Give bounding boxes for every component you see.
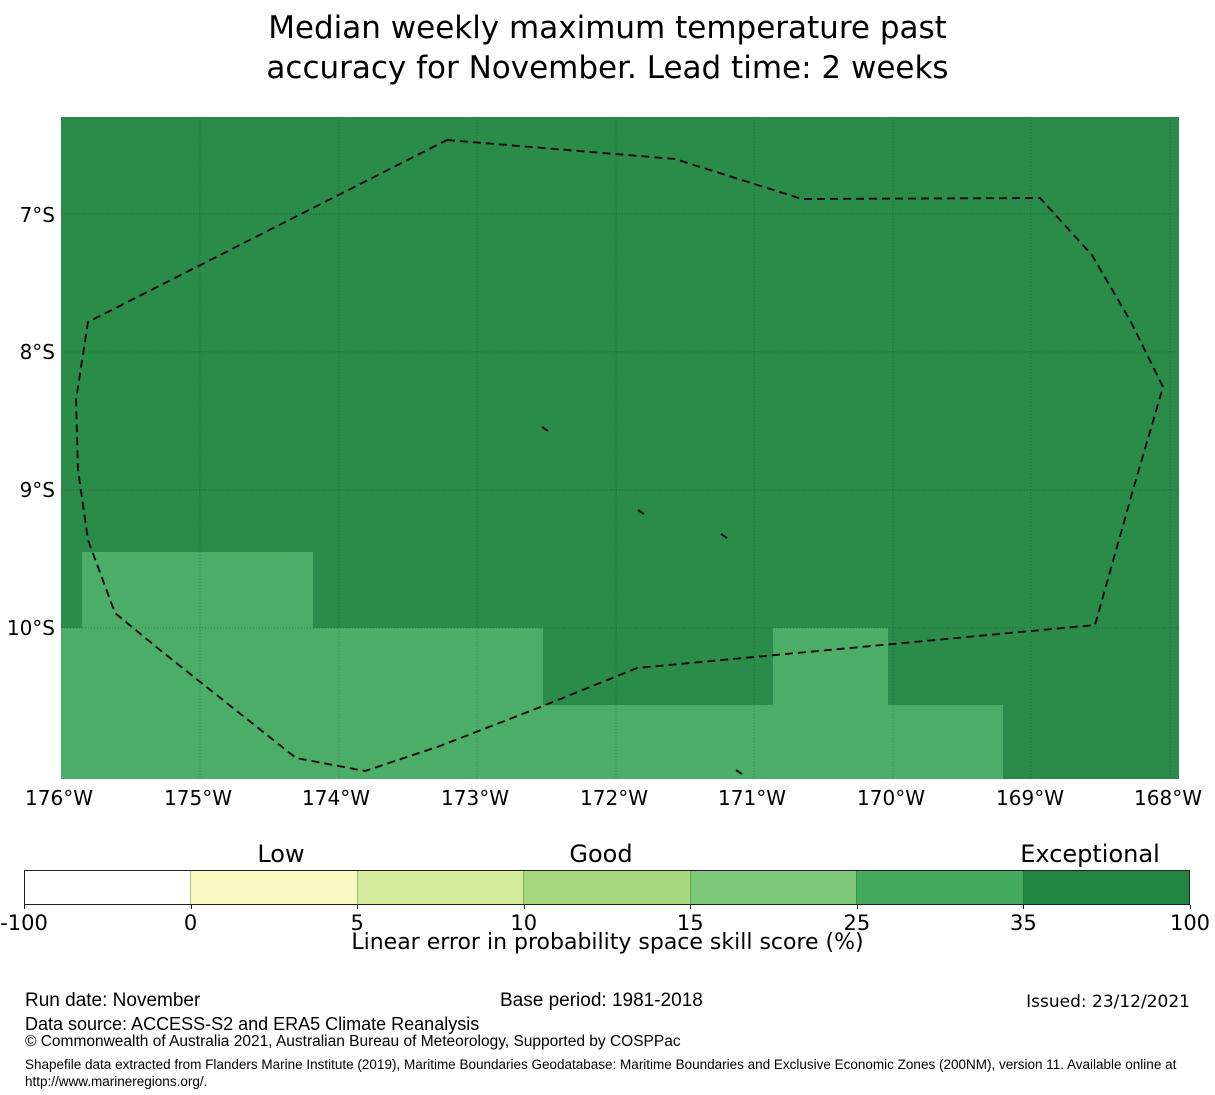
lon-tick-label: 175°W (164, 786, 232, 810)
lon-tick-label: 173°W (441, 786, 509, 810)
eez-boundary (75, 139, 1164, 772)
colorbar-tick-label: 10 (510, 911, 538, 935)
lon-tick-label: 174°W (302, 786, 370, 810)
colorbar-tick (1190, 905, 1191, 909)
colorbar-segment (689, 871, 857, 904)
colorbar-tick-label: 25 (843, 911, 871, 935)
island-mark (541, 426, 549, 432)
chart-title: Median weekly maximum temperature past a… (0, 8, 1215, 88)
lon-tick-label: 170°W (857, 786, 925, 810)
shapefile-attribution-line1: Shapefile data extracted from Flanders M… (25, 1057, 1177, 1072)
lon-tick-label: 168°W (1134, 786, 1202, 810)
issued-date-label: Issued: 23/12/2021 (1026, 992, 1190, 1012)
skill-map (61, 117, 1179, 779)
island-mark (637, 509, 645, 515)
colorbar-category-low: Low (257, 840, 305, 868)
skill-cell-25-35 (61, 628, 543, 705)
colorbar-category-good: Good (569, 840, 633, 868)
colorbar-category-exceptional: Exceptional (1020, 840, 1160, 868)
base-period-label: Base period: 1981-2018 (500, 990, 703, 1011)
copyright-label: © Commonwealth of Australia 2021, Austra… (25, 1033, 681, 1050)
chart-title-line1: Median weekly maximum temperature past (268, 10, 947, 46)
colorbar-tick (190, 905, 192, 909)
lat-tick-label: 10°S (6, 616, 55, 640)
colorbar (24, 870, 1190, 905)
island-mark (735, 769, 743, 775)
shapefile-attribution-url: http://www.marineregions.org/. (25, 1074, 208, 1089)
chart-title-line2: accuracy for November. Lead time: 2 week… (266, 50, 949, 86)
colorbar-tick-label: 100 (1169, 911, 1211, 935)
data-source-label: Data source: ACCESS-S2 and ERA5 Climate … (25, 1014, 480, 1034)
colorbar-tick-label: -100 (0, 911, 48, 935)
colorbar-segment (190, 871, 357, 904)
colorbar-segment (356, 871, 524, 904)
lon-tick-label: 176°W (25, 786, 93, 810)
colorbar-segment (1022, 871, 1189, 904)
skill-cell-25-35 (773, 628, 888, 705)
island-mark (720, 533, 728, 539)
skill-map-canvas (61, 117, 1179, 779)
colorbar-segment (856, 871, 1023, 904)
colorbar-segment (25, 871, 191, 904)
colorbar-axis-label: Linear error in probability space skill … (351, 930, 864, 955)
colorbar-tick (1023, 905, 1025, 909)
lon-tick-label: 169°W (996, 786, 1064, 810)
lon-tick-label: 172°W (580, 786, 648, 810)
lat-tick-label: 9°S (19, 478, 55, 502)
run-date-label: Run date: November (25, 990, 201, 1011)
lon-tick-label: 171°W (718, 786, 786, 810)
colorbar-tick-label: 15 (676, 911, 704, 935)
colorbar-segment (523, 871, 690, 904)
skill-cell-25-35 (61, 705, 1003, 779)
colorbar-tick-label: 0 (183, 911, 198, 935)
colorbar-tick (24, 905, 25, 909)
colorbar-tick-label: 35 (1010, 911, 1037, 935)
colorbar-tick (690, 905, 692, 909)
colorbar-tick-label: 5 (350, 911, 364, 935)
colorbar-tick (856, 905, 858, 909)
lat-tick-label: 7°S (19, 203, 55, 227)
skill-cell-25-35 (82, 552, 313, 628)
colorbar-tick (357, 905, 359, 909)
lat-tick-label: 8°S (19, 340, 55, 364)
colorbar-tick (523, 905, 525, 909)
